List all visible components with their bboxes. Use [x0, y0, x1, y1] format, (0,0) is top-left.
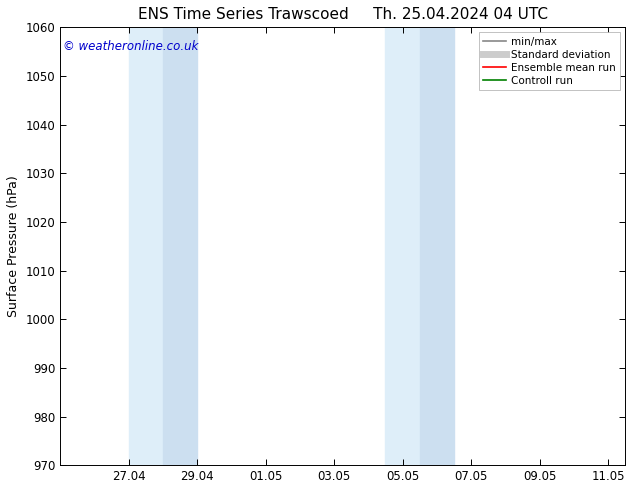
- Text: © weatheronline.co.uk: © weatheronline.co.uk: [63, 40, 198, 53]
- Bar: [420, 27, 454, 465]
- Legend: min/max, Standard deviation, Ensemble mean run, Controll run: min/max, Standard deviation, Ensemble me…: [479, 32, 620, 90]
- Bar: [385, 27, 420, 465]
- Title: ENS Time Series Trawscoed     Th. 25.04.2024 04 UTC: ENS Time Series Trawscoed Th. 25.04.2024…: [138, 7, 548, 22]
- Bar: [163, 27, 197, 465]
- Y-axis label: Surface Pressure (hPa): Surface Pressure (hPa): [7, 175, 20, 317]
- Bar: [129, 27, 163, 465]
